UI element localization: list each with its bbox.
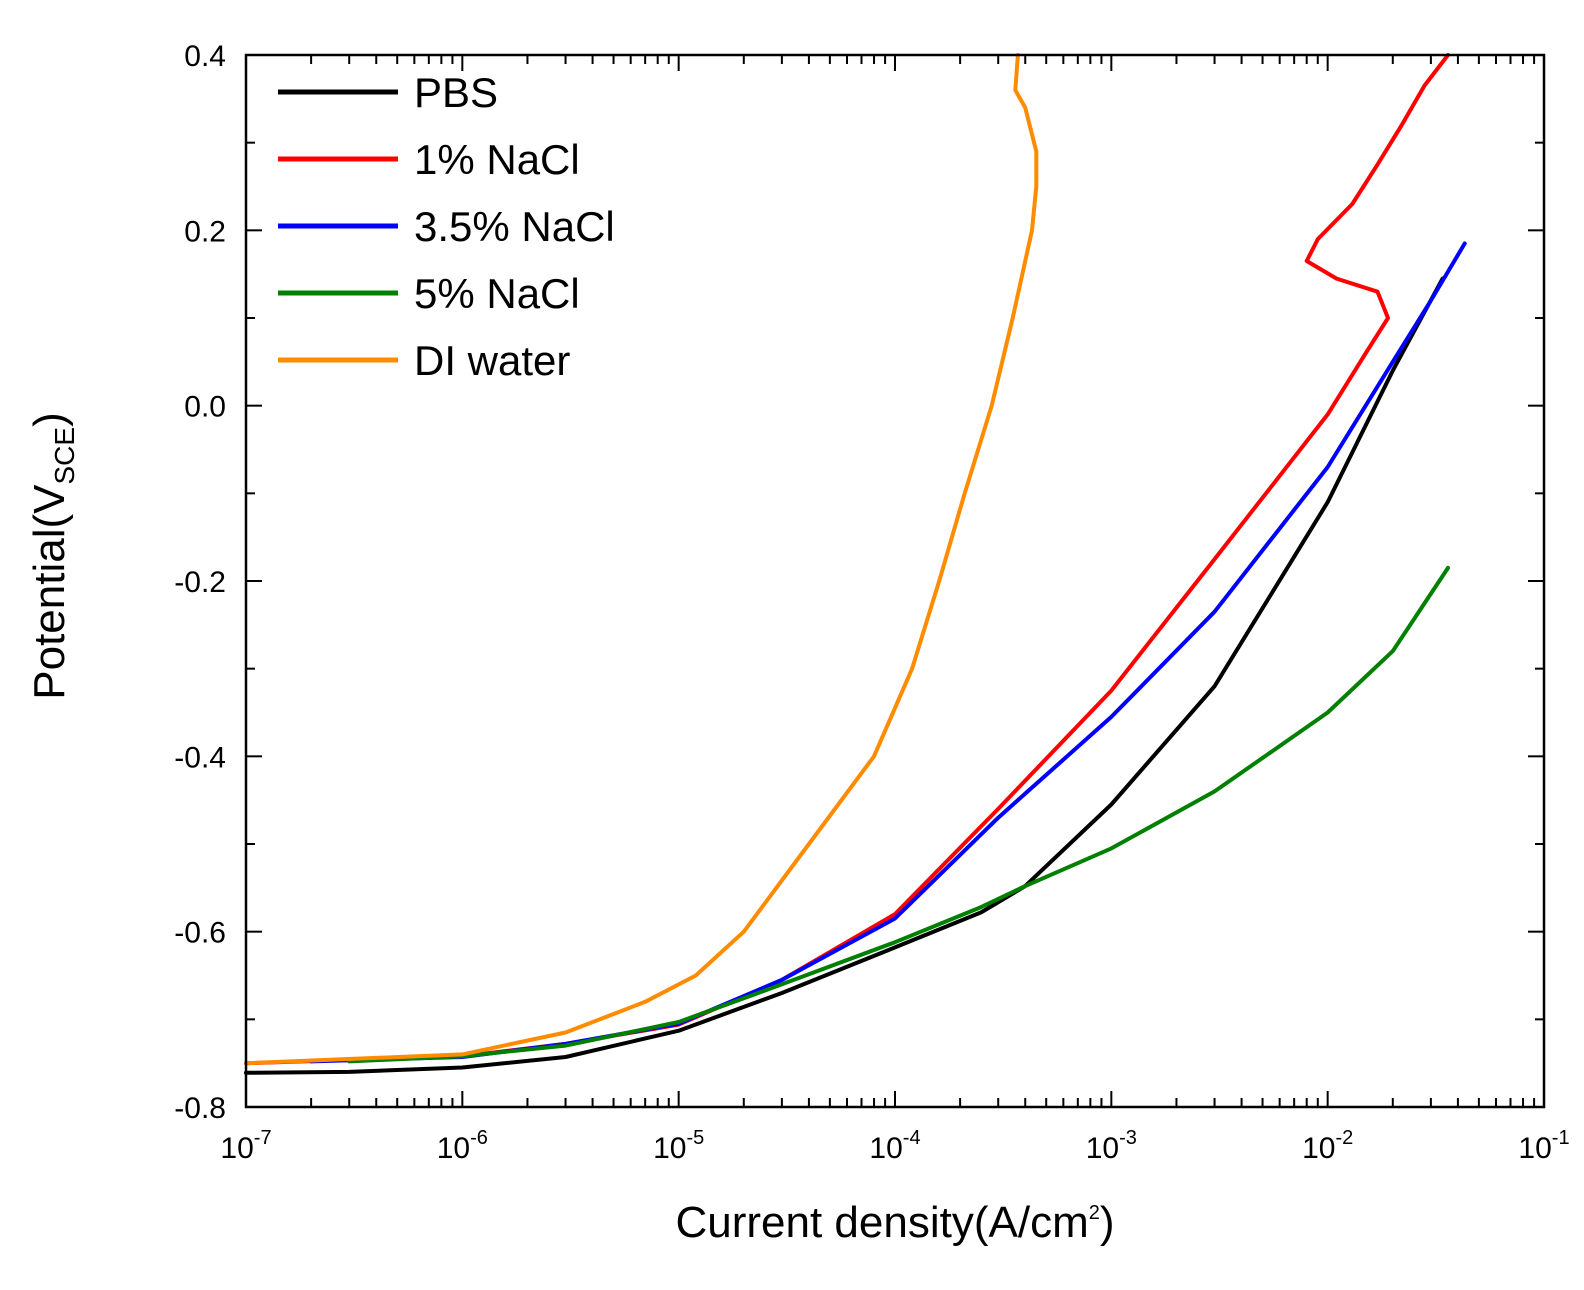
- series-line-4: [244, 53, 1039, 1066]
- y-tick-label-3: -0.2: [174, 566, 226, 599]
- x-tick-label-4: 10-3: [1086, 1127, 1137, 1165]
- x-tick-label-0: 10-7: [220, 1127, 271, 1165]
- series-line-0: [244, 276, 1445, 1075]
- x-axis-title: Current density(A/cm2): [675, 1198, 1114, 1247]
- legend-label-0: PBS: [414, 69, 498, 116]
- y-tick-label-4: -0.4: [174, 741, 226, 774]
- ticks-layer: [245, 54, 1545, 1108]
- legend-label-2: 3.5% NaCl: [414, 203, 615, 250]
- y-axis-title: Potential(VSCE): [25, 412, 80, 699]
- series-line-3: [347, 565, 1450, 1064]
- y-tick-label-0: 0.4: [184, 40, 226, 73]
- y-tick-label-1: 0.2: [184, 215, 226, 248]
- legend: PBS 1% NaCl 3.5% NaCl 5% NaCl DI water: [278, 69, 615, 384]
- y-tick-label-5: -0.6: [174, 917, 226, 950]
- x-tick-label-2: 10-5: [653, 1127, 704, 1165]
- x-tick-label-1: 10-6: [437, 1127, 488, 1165]
- x-tick-label-5: 10-2: [1302, 1127, 1353, 1165]
- labels-layer: 10-7 10-6 10-5 10-4 10-3 10-2 10-1 0.4 0.2 0.0 -0.…: [174, 40, 1569, 1165]
- legend-label-4: DI water: [414, 337, 570, 384]
- x-tick-label-3: 10-4: [869, 1127, 920, 1165]
- series-layer: [244, 53, 1467, 1075]
- legend-label-1: 1% NaCl: [414, 136, 580, 183]
- legend-label-3: 5% NaCl: [414, 270, 580, 317]
- y-tick-label-2: 0.0: [184, 391, 226, 424]
- y-tick-label-6: -0.8: [174, 1092, 226, 1125]
- x-tick-label-6: 10-1: [1518, 1127, 1569, 1165]
